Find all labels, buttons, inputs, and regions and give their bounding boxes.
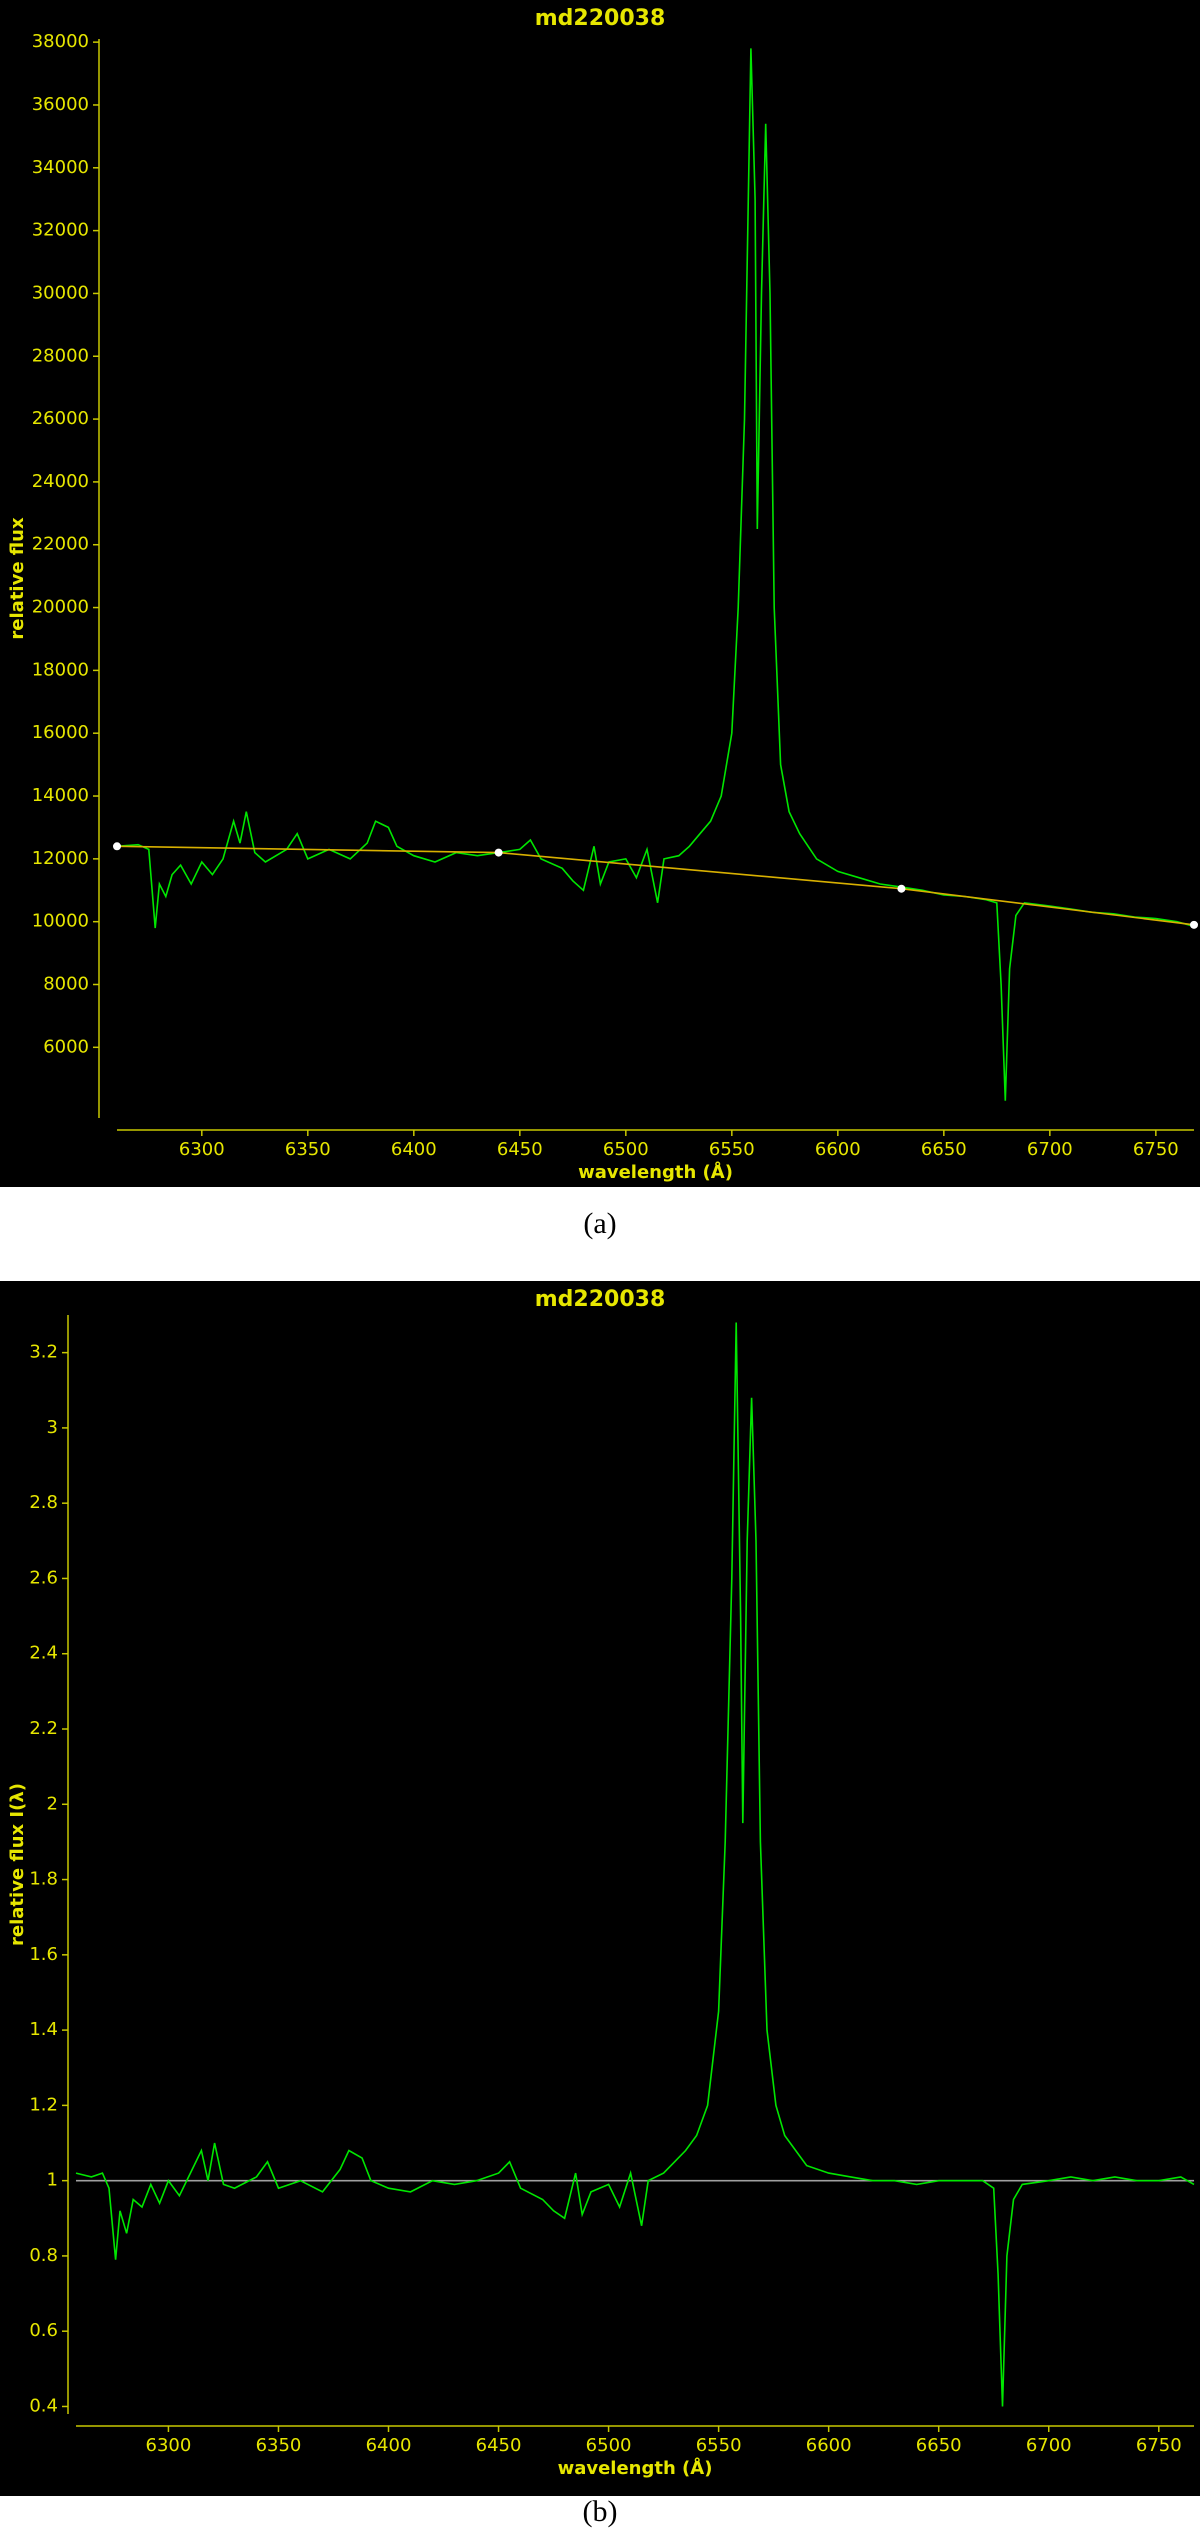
x-tick-label: 6650 xyxy=(916,2435,962,2456)
x-tick-label: 6700 xyxy=(1027,1139,1073,1160)
y-tick-label: 6000 xyxy=(43,1036,89,1057)
x-tick-label: 6550 xyxy=(696,2435,742,2456)
y-tick-label: 0.8 xyxy=(29,2245,58,2266)
y-tick-label: 18000 xyxy=(32,659,89,680)
chart-title: md220038 xyxy=(535,6,666,31)
x-tick-label: 6350 xyxy=(285,1139,331,1160)
y-tick-label: 22000 xyxy=(32,534,89,555)
y-tick-label: 2 xyxy=(47,1793,58,1814)
y-tick-label: 3 xyxy=(47,1417,58,1438)
x-tick-label: 6600 xyxy=(806,2435,852,2456)
x-tick-label: 6500 xyxy=(586,2435,632,2456)
y-tick-label: 2.6 xyxy=(29,1567,58,1588)
y-tick-label: 1.6 xyxy=(29,1944,58,1965)
continuum-point xyxy=(494,848,503,857)
x-tick-label: 6550 xyxy=(709,1139,755,1160)
y-tick-label: 2.4 xyxy=(29,1643,58,1664)
x-axis-label: wavelength (Å) xyxy=(558,2456,713,2479)
continuum-point xyxy=(1190,920,1198,929)
y-tick-label: 1 xyxy=(47,2170,58,2191)
x-tick-label: 6600 xyxy=(815,1139,861,1160)
x-tick-label: 6750 xyxy=(1133,1139,1179,1160)
y-tick-label: 2.8 xyxy=(29,1492,58,1513)
x-tick-label: 6300 xyxy=(179,1139,225,1160)
x-tick-label: 6700 xyxy=(1026,2435,1072,2456)
y-tick-label: 32000 xyxy=(32,220,89,241)
y-tick-label: 16000 xyxy=(32,722,89,743)
x-axis-label: wavelength (Å) xyxy=(578,1160,733,1183)
x-tick-label: 6750 xyxy=(1136,2435,1182,2456)
spectrum-line xyxy=(75,1322,1195,2407)
y-tick-label: 1.2 xyxy=(29,2094,58,2115)
continuum-point xyxy=(897,884,906,893)
y-tick-label: 24000 xyxy=(32,471,89,492)
y-tick-label: 3.2 xyxy=(29,1342,58,1363)
y-tick-label: 14000 xyxy=(32,785,89,806)
y-tick-label: 28000 xyxy=(32,345,89,366)
y-axis-label: relative flux I(λ) xyxy=(7,1783,28,1946)
continuum-point xyxy=(113,842,121,851)
x-tick-label: 6500 xyxy=(603,1139,649,1160)
y-tick-label: 26000 xyxy=(32,408,89,429)
x-tick-label: 6400 xyxy=(366,2435,412,2456)
x-tick-label: 6650 xyxy=(921,1139,967,1160)
y-tick-label: 30000 xyxy=(32,282,89,303)
x-tick-label: 6450 xyxy=(476,2435,522,2456)
y-tick-label: 8000 xyxy=(43,973,89,994)
x-tick-label: 6350 xyxy=(256,2435,302,2456)
x-tick-label: 6450 xyxy=(497,1139,543,1160)
y-tick-label: 34000 xyxy=(32,157,89,178)
y-tick-label: 0.4 xyxy=(29,2395,58,2416)
y-tick-label: 36000 xyxy=(32,94,89,115)
y-tick-label: 1.8 xyxy=(29,1869,58,1890)
spectrum-line xyxy=(116,845,1195,926)
y-axis-label: relative flux xyxy=(7,517,28,640)
y-tick-label: 12000 xyxy=(32,848,89,869)
panel-background xyxy=(0,1281,1200,2496)
y-tick-label: 0.6 xyxy=(29,2320,58,2341)
y-tick-label: 10000 xyxy=(32,911,89,932)
caption: (b) xyxy=(583,2495,618,2528)
panel-background xyxy=(0,0,1200,1187)
caption: (a) xyxy=(583,1207,616,1240)
y-tick-label: 1.4 xyxy=(29,2019,58,2040)
chart-title: md220038 xyxy=(535,1287,666,1312)
y-tick-label: 20000 xyxy=(32,597,89,618)
x-tick-label: 6300 xyxy=(146,2435,192,2456)
x-tick-label: 6400 xyxy=(391,1139,437,1160)
y-tick-label: 2.2 xyxy=(29,1718,58,1739)
y-tick-label: 38000 xyxy=(32,31,89,52)
